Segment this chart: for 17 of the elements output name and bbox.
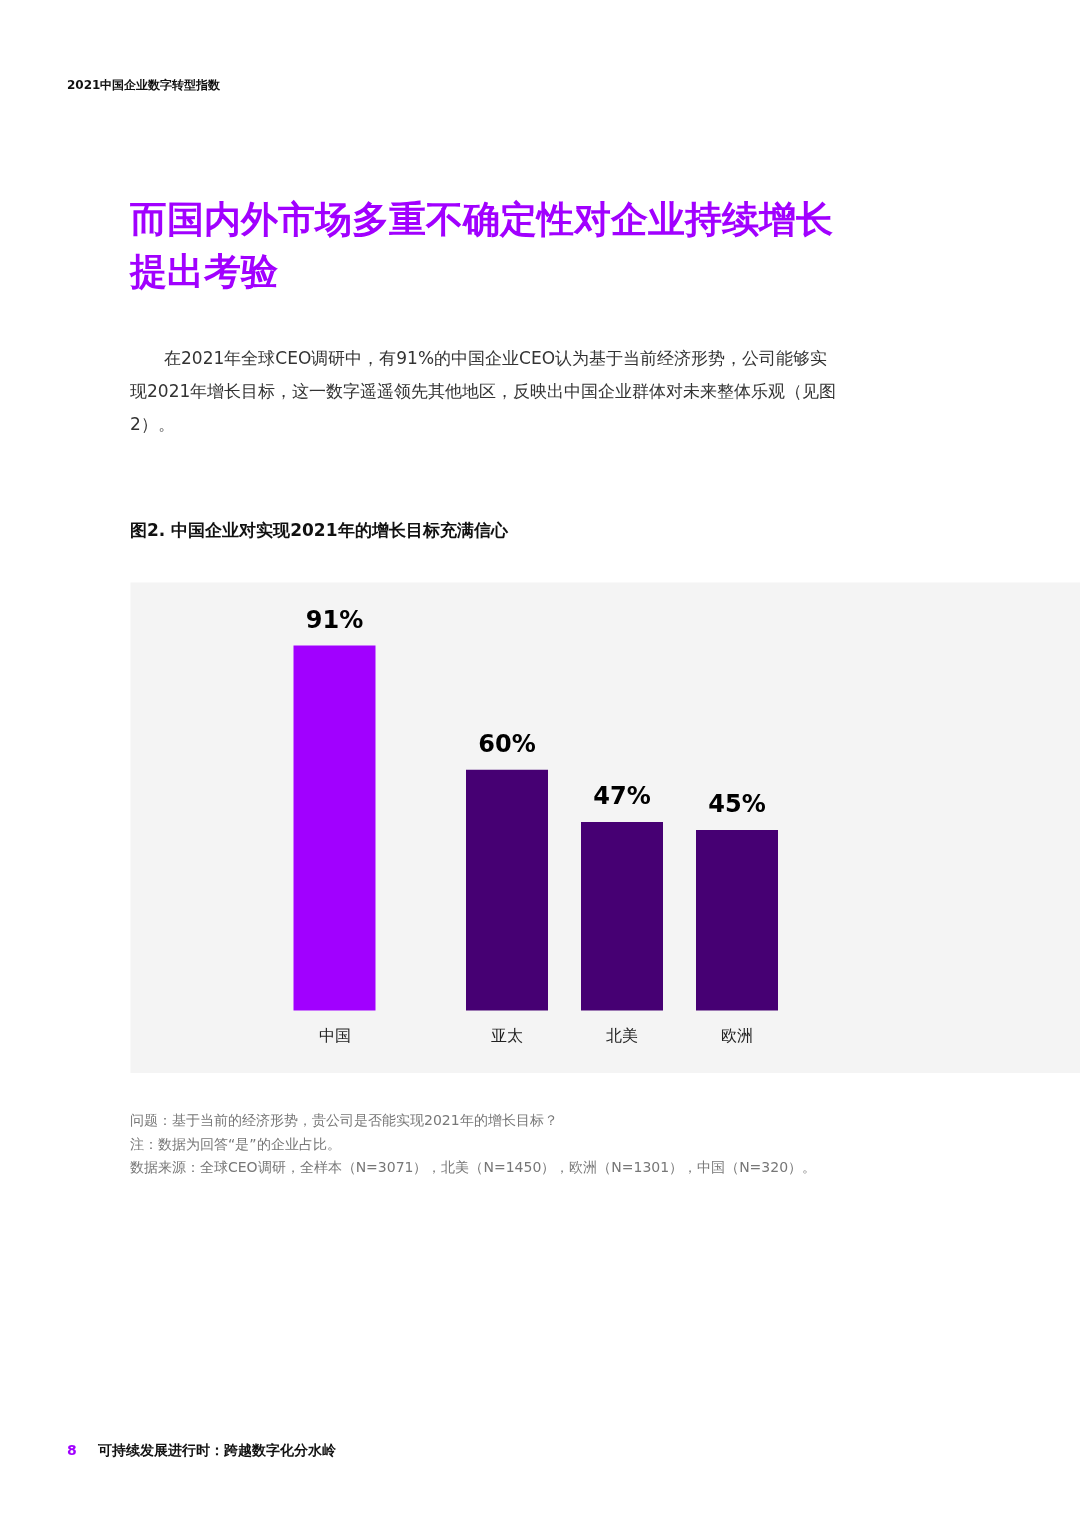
text: 8 bbox=[67, 1441, 78, 1460]
x-tick-label: 中国 bbox=[318, 1025, 351, 1045]
data-label: 47% bbox=[593, 781, 651, 810]
x-tick-label: 欧洲 bbox=[721, 1025, 753, 1045]
text: 问题：基于当前的经济形势，贵公司是否能实现2021年的增长目标？ bbox=[130, 1112, 558, 1128]
chart-title: 图2. 中国企业对实现2021年的增长目标充满信心 bbox=[130, 519, 508, 542]
text: 注：数据为回答“是”的企业占比。 bbox=[130, 1135, 341, 1152]
text: 而国内外市场多重不确定性对企业持续增长提出考验 bbox=[130, 197, 834, 295]
source-note: 数据来源：全球CEO调研，全样本（N=3071），北美（N=1450），欧洲（N=1301），中国（N=320）。 bbox=[130, 1159, 817, 1175]
data-label: 91% bbox=[305, 605, 364, 634]
data-label: 45% bbox=[708, 790, 766, 819]
x-tick-label: 亚太 bbox=[491, 1025, 523, 1045]
x-tick-label: 北美 bbox=[606, 1025, 638, 1045]
text: 可持续发展进行时：跨越数字化分水岭 bbox=[98, 1442, 336, 1458]
text: 在2021年全球CEO调研中，有91%的中国企业CEO认为基于当前经济形势，公司能够实现2021年增长目标，这一数字遥遥领先其他地区，反映出中国企业群体对未来整体乐观（见图2）。 bbox=[130, 347, 838, 436]
data-label: 60% bbox=[478, 729, 536, 758]
text: 2021中国企业数字转型指数 bbox=[67, 77, 221, 94]
